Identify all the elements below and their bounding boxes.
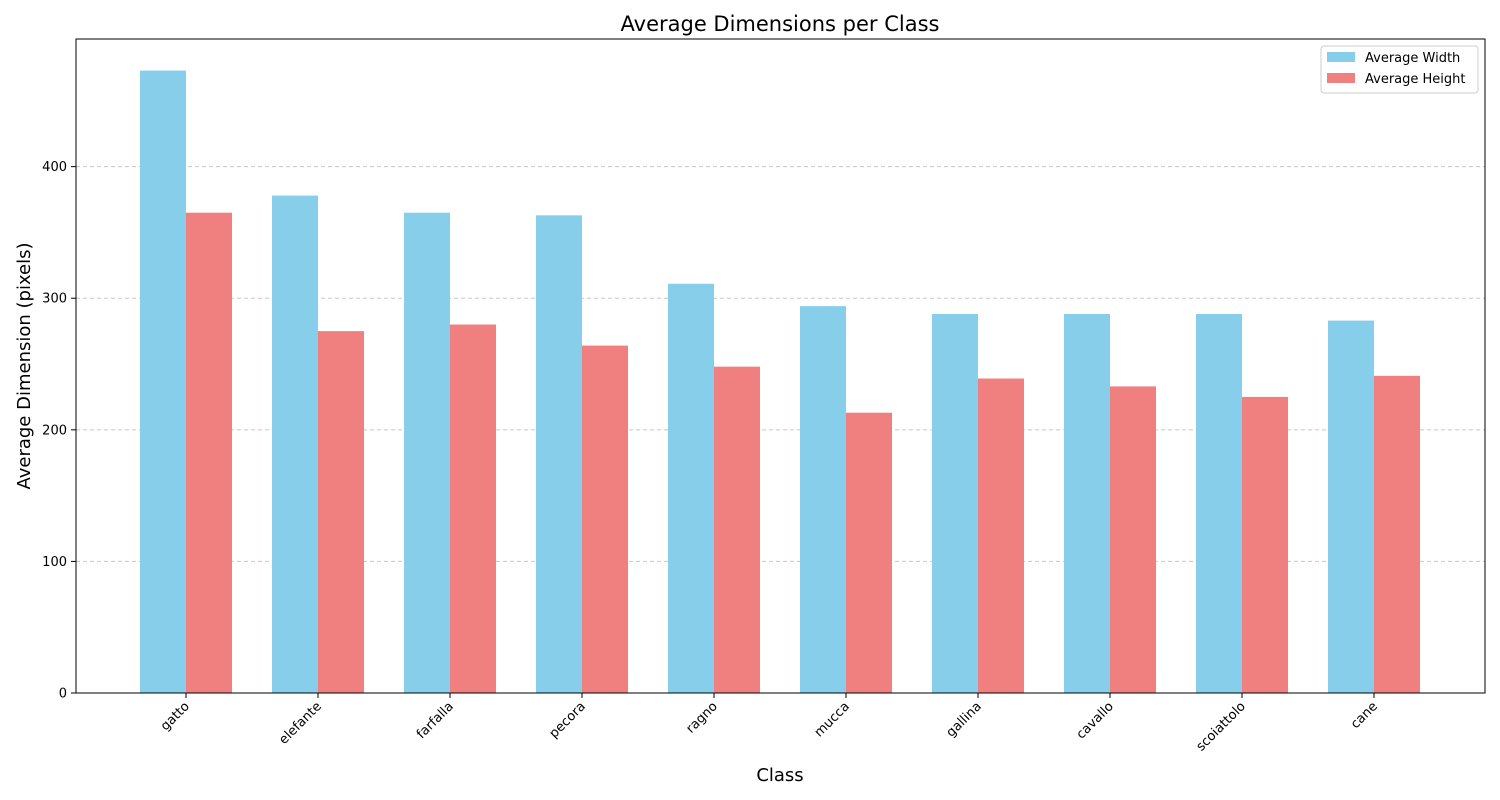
y-tick-label: 100 (42, 555, 67, 570)
x-axis-ticks: gatto elefante farfalla pecora ragno mucca gal… (158, 693, 1381, 754)
bar-width-mucca (800, 306, 846, 693)
bar-width-farfalla (404, 212, 450, 694)
x-tick-label-gatto: gatto (158, 699, 193, 734)
bar-height-ragno (714, 366, 760, 693)
bar-height-gatto (186, 212, 232, 694)
bar-height-gallina (978, 378, 1024, 693)
legend: Average Width Average Height (1320, 45, 1479, 94)
y-tick-label: 300 (42, 292, 67, 307)
x-tick-label-ragno: ragno (684, 699, 721, 736)
plot-frame (75, 38, 1486, 694)
x-tick-label-mucca: mucca (812, 699, 853, 740)
x-tick-label-pecora: pecora (547, 699, 589, 741)
x-tick-label-cavallo: cavallo (1074, 699, 1117, 742)
y-axis-ticks: 0 100 200 300 400 (42, 160, 76, 702)
bar-width-gatto (140, 70, 186, 694)
bar-height-mucca (846, 412, 892, 693)
bar-width-cane (1328, 320, 1374, 693)
bar-width-scoiattolo (1196, 314, 1242, 693)
bar-width-gallina (932, 314, 978, 693)
legend-swatch-width (1327, 52, 1355, 62)
x-axis-label: Class (756, 765, 803, 786)
bar-height-elefante (318, 331, 364, 693)
bar-height-pecora (582, 345, 628, 693)
x-tick-label-gallina: gallina (944, 699, 985, 740)
bar-width-pecora (536, 215, 582, 693)
chart-title: Average Dimensions per Class (621, 12, 940, 36)
bar-height-farfalla (450, 324, 496, 693)
bar-height-cane (1374, 375, 1420, 693)
x-tick-label-farfalla: farfalla (414, 699, 457, 742)
x-tick-label-scoiattolo: scoiattolo (1194, 699, 1249, 754)
y-tick-label: 0 (59, 687, 67, 702)
y-axis-label: Average Dimension (pixels) (14, 242, 35, 489)
y-tick-label: 200 (42, 423, 67, 438)
bar-width-elefante (272, 195, 318, 693)
bar-height-scoiattolo (1242, 396, 1288, 693)
x-tick-label-elefante: elefante (276, 699, 324, 747)
legend-swatch-height (1327, 73, 1355, 83)
y-tick-label: 400 (42, 160, 67, 175)
x-tick-label-cane: cane (1348, 699, 1381, 732)
bar-height-cavallo (1110, 386, 1156, 693)
legend-label-height: Average Height (1365, 72, 1466, 87)
legend-label-width: Average Width (1365, 51, 1460, 66)
bar-width-cavallo (1064, 314, 1110, 693)
legend-box (1320, 45, 1479, 94)
bars (140, 70, 1420, 694)
bar-width-ragno (668, 283, 714, 693)
